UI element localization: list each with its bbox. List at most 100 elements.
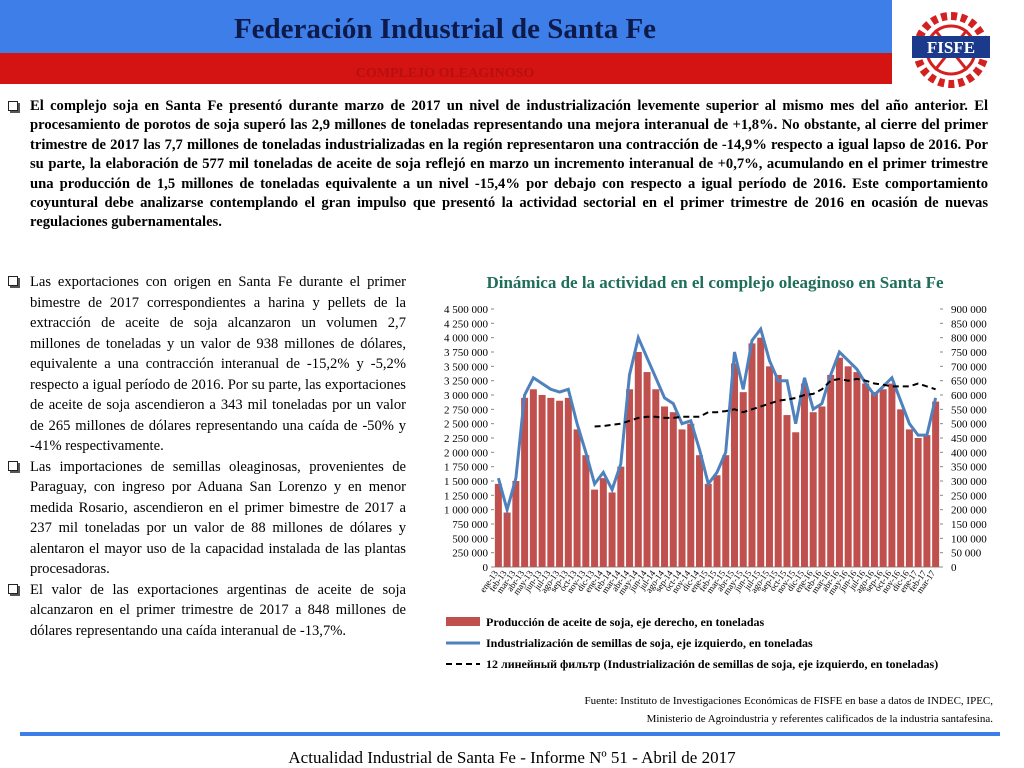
- chart: Dinámica de la actividad en el complejo …: [444, 273, 987, 671]
- bar: [512, 481, 520, 567]
- bar: [730, 363, 738, 567]
- y2-tick-label: 550 000: [951, 404, 987, 416]
- trend-line: [594, 377, 936, 428]
- bar: [870, 392, 878, 567]
- bar: [757, 337, 765, 567]
- legend-label: 12 линейный фильтр (Industrialización de…: [486, 657, 938, 671]
- bullet-icon: [8, 460, 18, 471]
- bullet-icon: [8, 276, 18, 286]
- bar: [626, 389, 634, 567]
- bar: [853, 372, 861, 567]
- legend-label: Industrialización de semillas de soja, e…: [486, 636, 813, 650]
- bar: [538, 395, 546, 567]
- y2-tick-label: 150 000: [951, 519, 987, 531]
- y-tick-label: 3 500 000: [444, 361, 489, 373]
- y-tick-label: 2 000 000: [444, 447, 489, 459]
- bar: [932, 401, 940, 567]
- bar: [669, 412, 677, 567]
- bar: [582, 455, 590, 567]
- source-line: Fuente: Instituto de Investigaciones Eco…: [585, 695, 994, 707]
- bar: [704, 483, 712, 567]
- y2-tick-label: 250 000: [951, 490, 987, 502]
- bar: [573, 429, 581, 567]
- legend-label: Producción de aceite de soja, eje derech…: [486, 615, 765, 629]
- y-tick-label: 0: [483, 562, 489, 574]
- y2-tick-label: 900 000: [951, 304, 987, 316]
- bullet: Las importaciones de semillas oleaginosa…: [8, 457, 406, 580]
- bar: [862, 383, 870, 567]
- bar: [521, 397, 529, 567]
- y-tick-label: 1 750 000: [444, 462, 489, 474]
- y-tick-label: 3 750 000: [444, 347, 489, 359]
- bar: [599, 478, 607, 567]
- y2-tick-label: 800 000: [951, 333, 987, 345]
- footer: Actualidad Industrial de Santa Fe - Info…: [288, 748, 736, 767]
- bar: [608, 492, 616, 567]
- bar: [529, 389, 537, 567]
- y2-tick-label: 400 000: [951, 447, 987, 459]
- bar: [591, 489, 599, 567]
- bar: [923, 435, 931, 567]
- y2-tick-label: 750 000: [951, 347, 987, 359]
- bar: [617, 466, 625, 567]
- bar: [547, 397, 555, 567]
- y2-tick-label: 850 000: [951, 318, 987, 330]
- y2-tick-label: 600 000: [951, 390, 987, 402]
- y-tick-label: 3 250 000: [444, 376, 489, 388]
- y2-tick-label: 500 000: [951, 419, 987, 431]
- bullet-text: Las exportaciones con origen en Santa Fe…: [30, 274, 406, 454]
- y2-tick-label: 350 000: [951, 462, 987, 474]
- y-tick-label: 2 500 000: [444, 419, 489, 431]
- bar: [818, 406, 826, 567]
- bar: [783, 415, 791, 567]
- chart-title: Dinámica de la actividad en el complejo …: [486, 273, 944, 292]
- bar: [634, 352, 642, 567]
- bar: [765, 366, 773, 567]
- bar: [879, 389, 887, 567]
- header-band: [0, 0, 892, 53]
- y2-tick-label: 0: [951, 562, 957, 574]
- bar: [792, 432, 800, 567]
- y2-tick-label: 450 000: [951, 433, 987, 445]
- y2-tick-label: 650 000: [951, 376, 987, 388]
- bar: [897, 409, 905, 567]
- bar: [800, 383, 808, 567]
- bar: [661, 406, 669, 567]
- y-tick-label: 4 500 000: [444, 304, 489, 316]
- y-tick-label: 2 250 000: [444, 433, 489, 445]
- subtitle: COMPLEJO OLEAGINOSO: [356, 66, 535, 81]
- line: [496, 325, 938, 516]
- bar: [564, 397, 572, 567]
- y-tick-label: 1 000 000: [444, 505, 489, 517]
- y2-tick-label: 300 000: [951, 476, 987, 488]
- bullet: Las exportaciones con origen en Santa Fe…: [8, 272, 406, 457]
- bullet-text: Las importaciones de semillas oleaginosa…: [30, 458, 406, 578]
- bar: [844, 366, 852, 567]
- y2-tick-label: 700 000: [951, 361, 987, 373]
- y-tick-label: 1 250 000: [444, 490, 489, 502]
- bar: [809, 412, 817, 567]
- bullet-icon: [8, 583, 18, 594]
- y-tick-label: 1 500 000: [444, 476, 489, 488]
- bar: [835, 357, 843, 567]
- bar: [748, 343, 756, 567]
- source-line: Ministerio de Agroindustria y referentes…: [647, 713, 994, 725]
- y-tick-label: 250 000: [452, 548, 488, 560]
- bar: [696, 455, 704, 567]
- y-tick-label: 750 000: [452, 519, 488, 531]
- y2-tick-label: 100 000: [951, 533, 987, 545]
- title: Federación Industrial de Santa Fe: [234, 13, 656, 45]
- bar: [774, 374, 782, 567]
- legend-swatch: [446, 617, 480, 626]
- bar: [503, 512, 511, 567]
- bar: [494, 483, 502, 567]
- bar: [739, 392, 747, 567]
- bullet: El valor de las exportaciones argentinas…: [8, 580, 406, 642]
- bar: [713, 475, 721, 567]
- footer-rule: [20, 732, 1000, 736]
- bar: [722, 455, 730, 567]
- y-tick-label: 500 000: [452, 533, 488, 545]
- bar: [687, 423, 695, 567]
- intro-text: El complejo soja en Santa Fe presentó du…: [30, 98, 988, 231]
